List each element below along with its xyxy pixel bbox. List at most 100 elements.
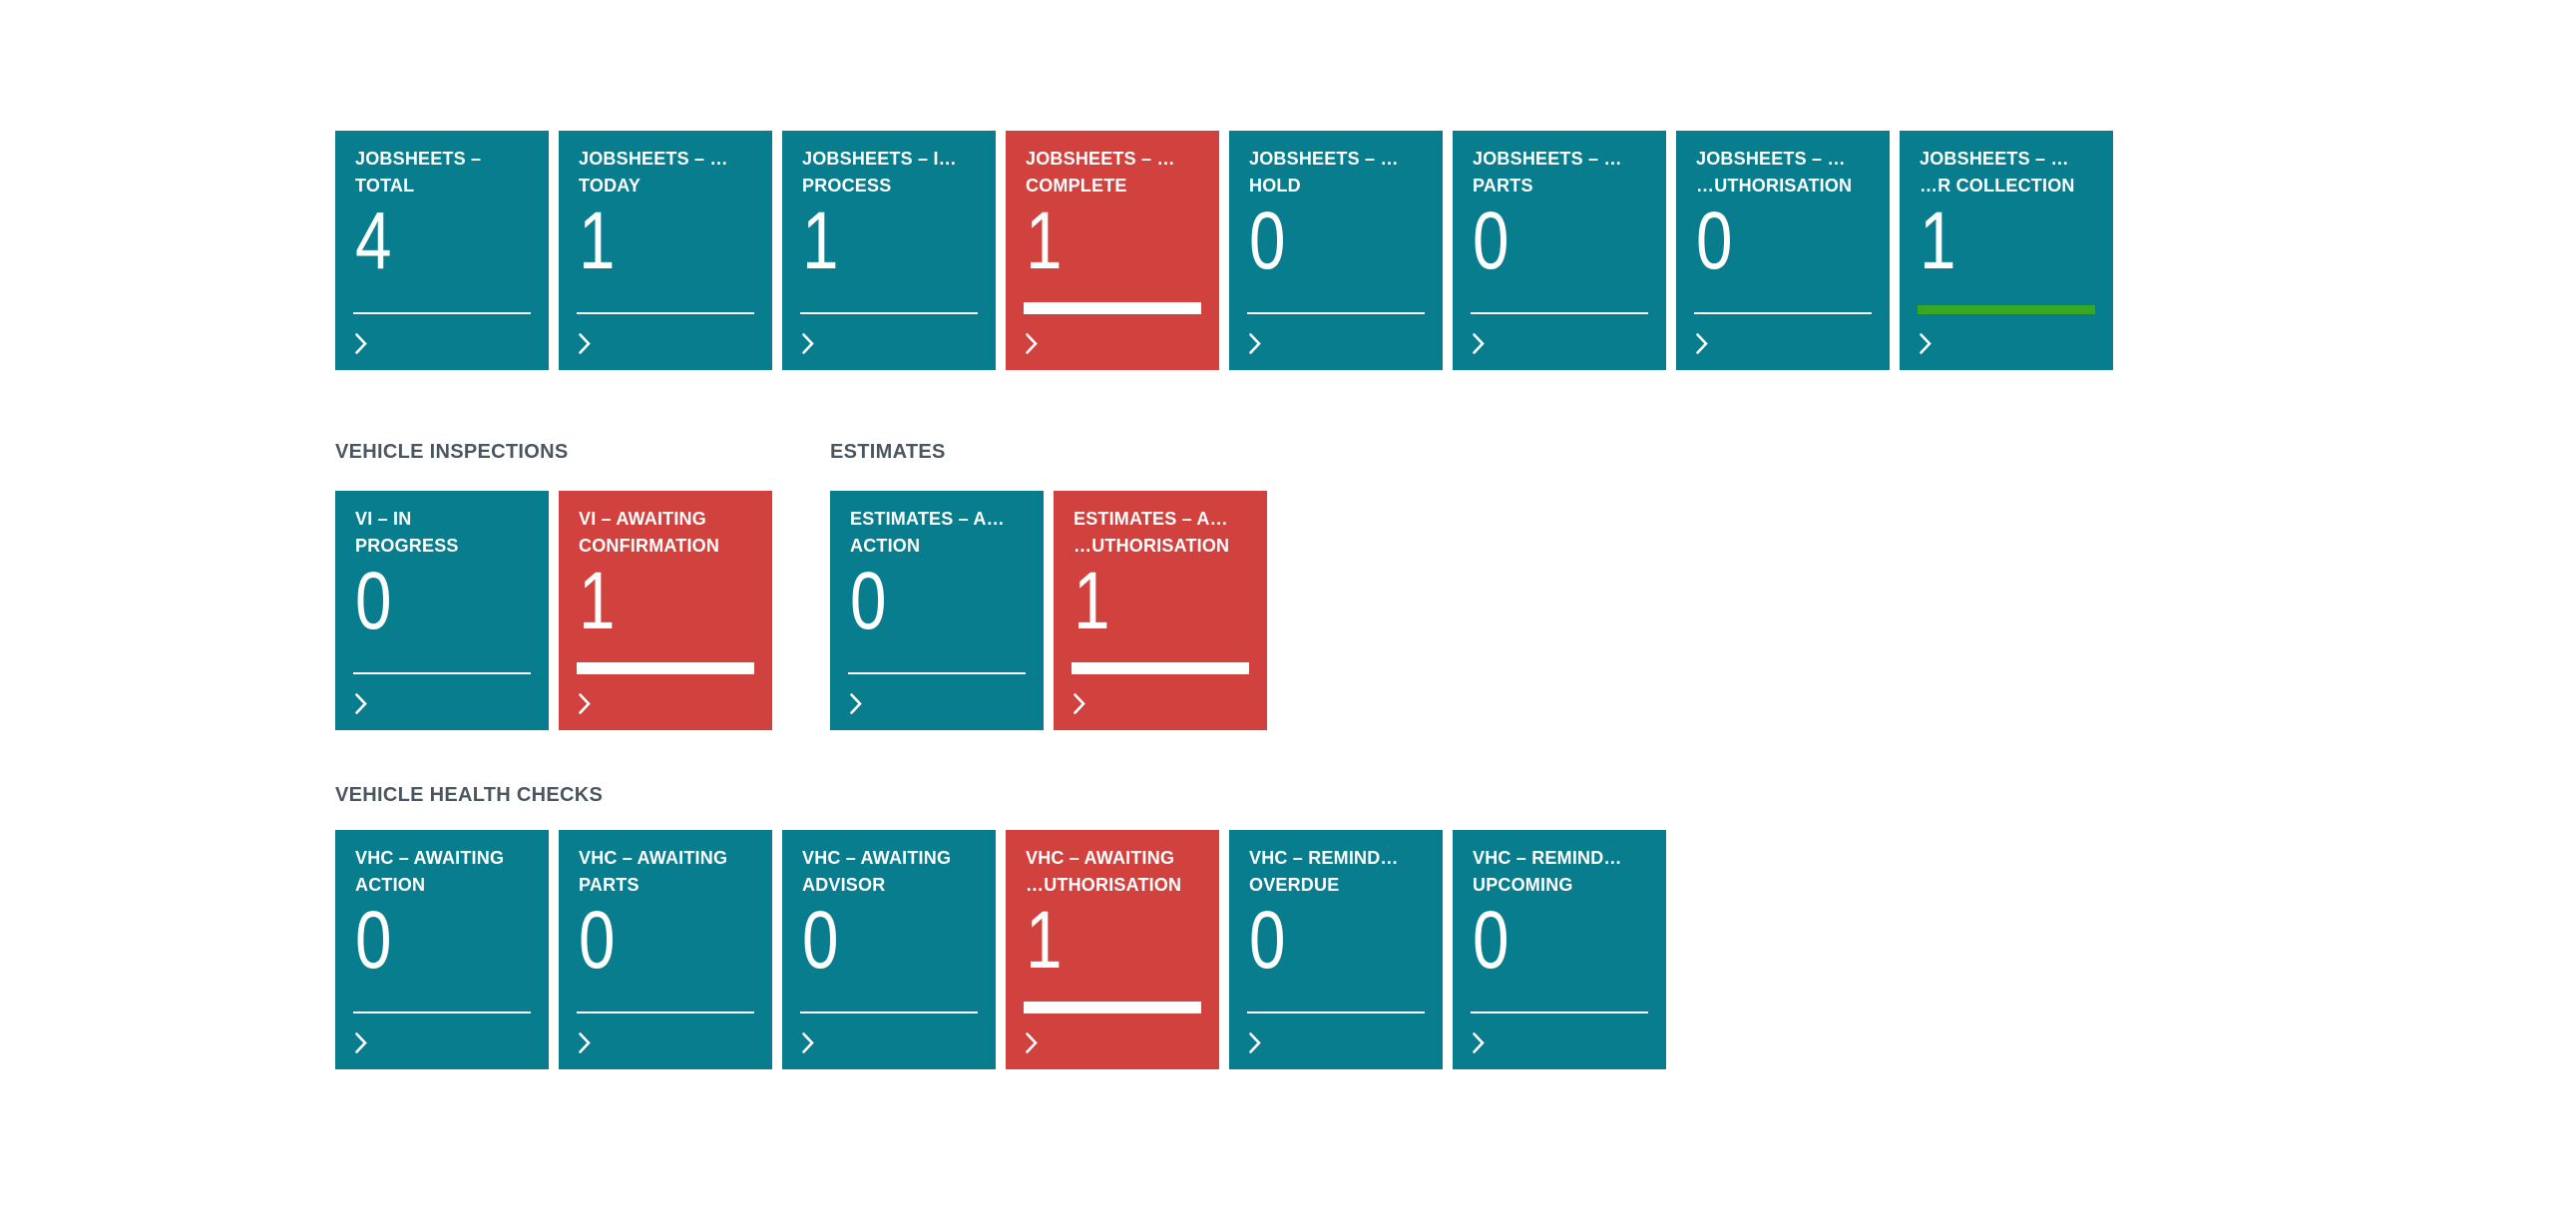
tile-title-line2: …R COLLECTION — [1920, 176, 2075, 196]
dashboard-tile[interactable]: JOBSHEETS – … COMPLETE 1 — [1006, 131, 1219, 370]
tile-progress-bar — [353, 312, 531, 314]
dashboard-tile[interactable]: ESTIMATES – A… …UTHORISATION 1 — [1054, 491, 1267, 730]
tile-count: 0 — [355, 556, 392, 646]
chevron-right-icon[interactable] — [1919, 332, 1932, 355]
chevron-right-icon[interactable] — [801, 1031, 815, 1054]
tile-progress-bar — [1918, 305, 2095, 314]
tile-title: ESTIMATES – A… ACTION — [850, 506, 1036, 560]
section-estimates: ESTIMATES ESTIMATES – A… ACTION 0 ESTIMA… — [830, 442, 1267, 730]
tile-progress-bar — [1471, 312, 1648, 314]
tile-title-line1: JOBSHEETS – … — [579, 149, 728, 169]
dashboard-tile[interactable]: JOBSHEETS – I… PROCESS 1 — [782, 131, 996, 370]
tile-count: 0 — [802, 895, 839, 986]
tile-count: 1 — [579, 196, 616, 286]
tile-title-line2: ACTION — [850, 536, 921, 556]
tile-title-line2: …UTHORISATION — [1026, 875, 1182, 895]
chevron-right-icon[interactable] — [578, 692, 592, 715]
chevron-right-icon[interactable] — [1248, 332, 1262, 355]
chevron-right-icon[interactable] — [1695, 332, 1709, 355]
dashboard-tile[interactable]: JOBSHEETS – … …UTHORISATION 0 — [1676, 131, 1890, 370]
tile-row: JOBSHEETS – TOTAL 4 JOBSHEETS – … TODAY … — [335, 131, 2113, 370]
chevron-right-icon[interactable] — [578, 332, 592, 355]
tile-count: 0 — [1473, 895, 1509, 986]
section-header-estimates: ESTIMATES — [830, 441, 946, 463]
chevron-right-icon[interactable] — [1025, 332, 1039, 355]
tile-count: 0 — [1249, 196, 1286, 286]
tile-row: ESTIMATES – A… ACTION 0 ESTIMATES – A… …… — [830, 491, 1267, 730]
tile-count: 1 — [1026, 196, 1063, 286]
chevron-right-icon[interactable] — [578, 1031, 592, 1054]
tile-title-line2: HOLD — [1249, 176, 1301, 196]
section-header-vehicle-inspections: VEHICLE INSPECTIONS — [335, 441, 569, 463]
tile-title-line2: PARTS — [579, 875, 640, 895]
tile-count: 0 — [1473, 196, 1509, 286]
tile-title-line2: …UTHORISATION — [1073, 536, 1230, 556]
tile-title-line1: JOBSHEETS – — [355, 149, 482, 169]
tile-title-line1: VHC – REMIND… — [1473, 848, 1622, 868]
tile-title-line1: VHC – AWAITING — [579, 848, 728, 868]
tile-count: 0 — [579, 895, 616, 986]
chevron-right-icon[interactable] — [1248, 1031, 1262, 1054]
chevron-right-icon[interactable] — [849, 692, 863, 715]
tile-title: VI – AWAITING CONFIRMATION — [579, 506, 764, 560]
tile-progress-bar — [577, 1011, 754, 1013]
dashboard-tile[interactable]: ESTIMATES – A… ACTION 0 — [830, 491, 1044, 730]
chevron-right-icon[interactable] — [354, 1031, 368, 1054]
tile-progress-bar — [800, 312, 978, 314]
chevron-right-icon[interactable] — [354, 692, 368, 715]
dashboard-tile[interactable]: JOBSHEETS – TOTAL 4 — [335, 131, 549, 370]
tile-title-line2: PROCESS — [802, 176, 892, 196]
dashboard-tile[interactable]: VHC – REMIND… OVERDUE 0 — [1229, 830, 1443, 1069]
tile-title: JOBSHEETS – … COMPLETE — [1026, 146, 1211, 200]
chevron-right-icon[interactable] — [1472, 332, 1486, 355]
tile-title: VHC – AWAITING ACTION — [355, 845, 541, 899]
tile-title: JOBSHEETS – … TODAY — [579, 146, 764, 200]
dashboard-tile[interactable]: JOBSHEETS – … PARTS 0 — [1453, 131, 1666, 370]
tile-title-line1: VHC – REMIND… — [1249, 848, 1399, 868]
tile-title-line1: JOBSHEETS – … — [1473, 149, 1622, 169]
tile-progress-bar — [353, 672, 531, 674]
chevron-right-icon[interactable] — [801, 332, 815, 355]
dashboard-tile[interactable]: VHC – AWAITING …UTHORISATION 1 — [1006, 830, 1219, 1069]
tile-row: VI – IN PROGRESS 0 VI – AWAITING CONFIRM… — [335, 491, 772, 730]
dashboard-tile[interactable]: VI – AWAITING CONFIRMATION 1 — [559, 491, 772, 730]
tile-progress-bar — [1694, 312, 1872, 314]
dashboard-tile[interactable]: VHC – AWAITING ADVISOR 0 — [782, 830, 996, 1069]
tile-count: 0 — [1249, 895, 1286, 986]
tile-count: 0 — [355, 895, 392, 986]
tile-progress-bar — [577, 312, 754, 314]
tile-title-line2: ACTION — [355, 875, 426, 895]
chevron-right-icon[interactable] — [354, 332, 368, 355]
tile-progress-bar — [1247, 1011, 1425, 1013]
tile-title-line2: ADVISOR — [802, 875, 886, 895]
tile-title: VHC – AWAITING …UTHORISATION — [1026, 845, 1211, 899]
dashboard-tile[interactable]: VI – IN PROGRESS 0 — [335, 491, 549, 730]
tile-title-line1: ESTIMATES – A… — [850, 509, 1005, 529]
dashboard-tile[interactable]: VHC – AWAITING PARTS 0 — [559, 830, 772, 1069]
tile-count: 0 — [850, 556, 887, 646]
dashboard-tile[interactable]: VHC – AWAITING ACTION 0 — [335, 830, 549, 1069]
dashboard-tile[interactable]: JOBSHEETS – … HOLD 0 — [1229, 131, 1443, 370]
tile-title-line1: VI – AWAITING — [579, 509, 706, 529]
chevron-right-icon[interactable] — [1025, 1031, 1039, 1054]
tile-title: ESTIMATES – A… …UTHORISATION — [1073, 506, 1259, 560]
dashboard-tile[interactable]: JOBSHEETS – … TODAY 1 — [559, 131, 772, 370]
tile-count: 1 — [579, 556, 616, 646]
tile-title-line2: TOTAL — [355, 176, 415, 196]
tile-title: JOBSHEETS – … HOLD — [1249, 146, 1435, 200]
chevron-right-icon[interactable] — [1073, 692, 1086, 715]
dashboard-tile[interactable]: VHC – REMIND… UPCOMING 0 — [1453, 830, 1666, 1069]
tile-title: JOBSHEETS – TOTAL — [355, 146, 541, 200]
tile-title-line2: CONFIRMATION — [579, 536, 720, 556]
section-jobsheets: JOBSHEETS – TOTAL 4 JOBSHEETS – … TODAY … — [335, 131, 2113, 370]
tile-count: 1 — [1920, 196, 1956, 286]
tile-title: JOBSHEETS – … …UTHORISATION — [1696, 146, 1882, 200]
tile-title-line1: JOBSHEETS – … — [1920, 149, 2069, 169]
tile-progress-bar — [1024, 302, 1201, 314]
tile-count: 4 — [355, 196, 392, 286]
tile-count: 1 — [1073, 556, 1110, 646]
tile-progress-bar — [800, 1011, 978, 1013]
dashboard-tile[interactable]: JOBSHEETS – … …R COLLECTION 1 — [1900, 131, 2113, 370]
tile-title-line2: OVERDUE — [1249, 875, 1340, 895]
chevron-right-icon[interactable] — [1472, 1031, 1486, 1054]
